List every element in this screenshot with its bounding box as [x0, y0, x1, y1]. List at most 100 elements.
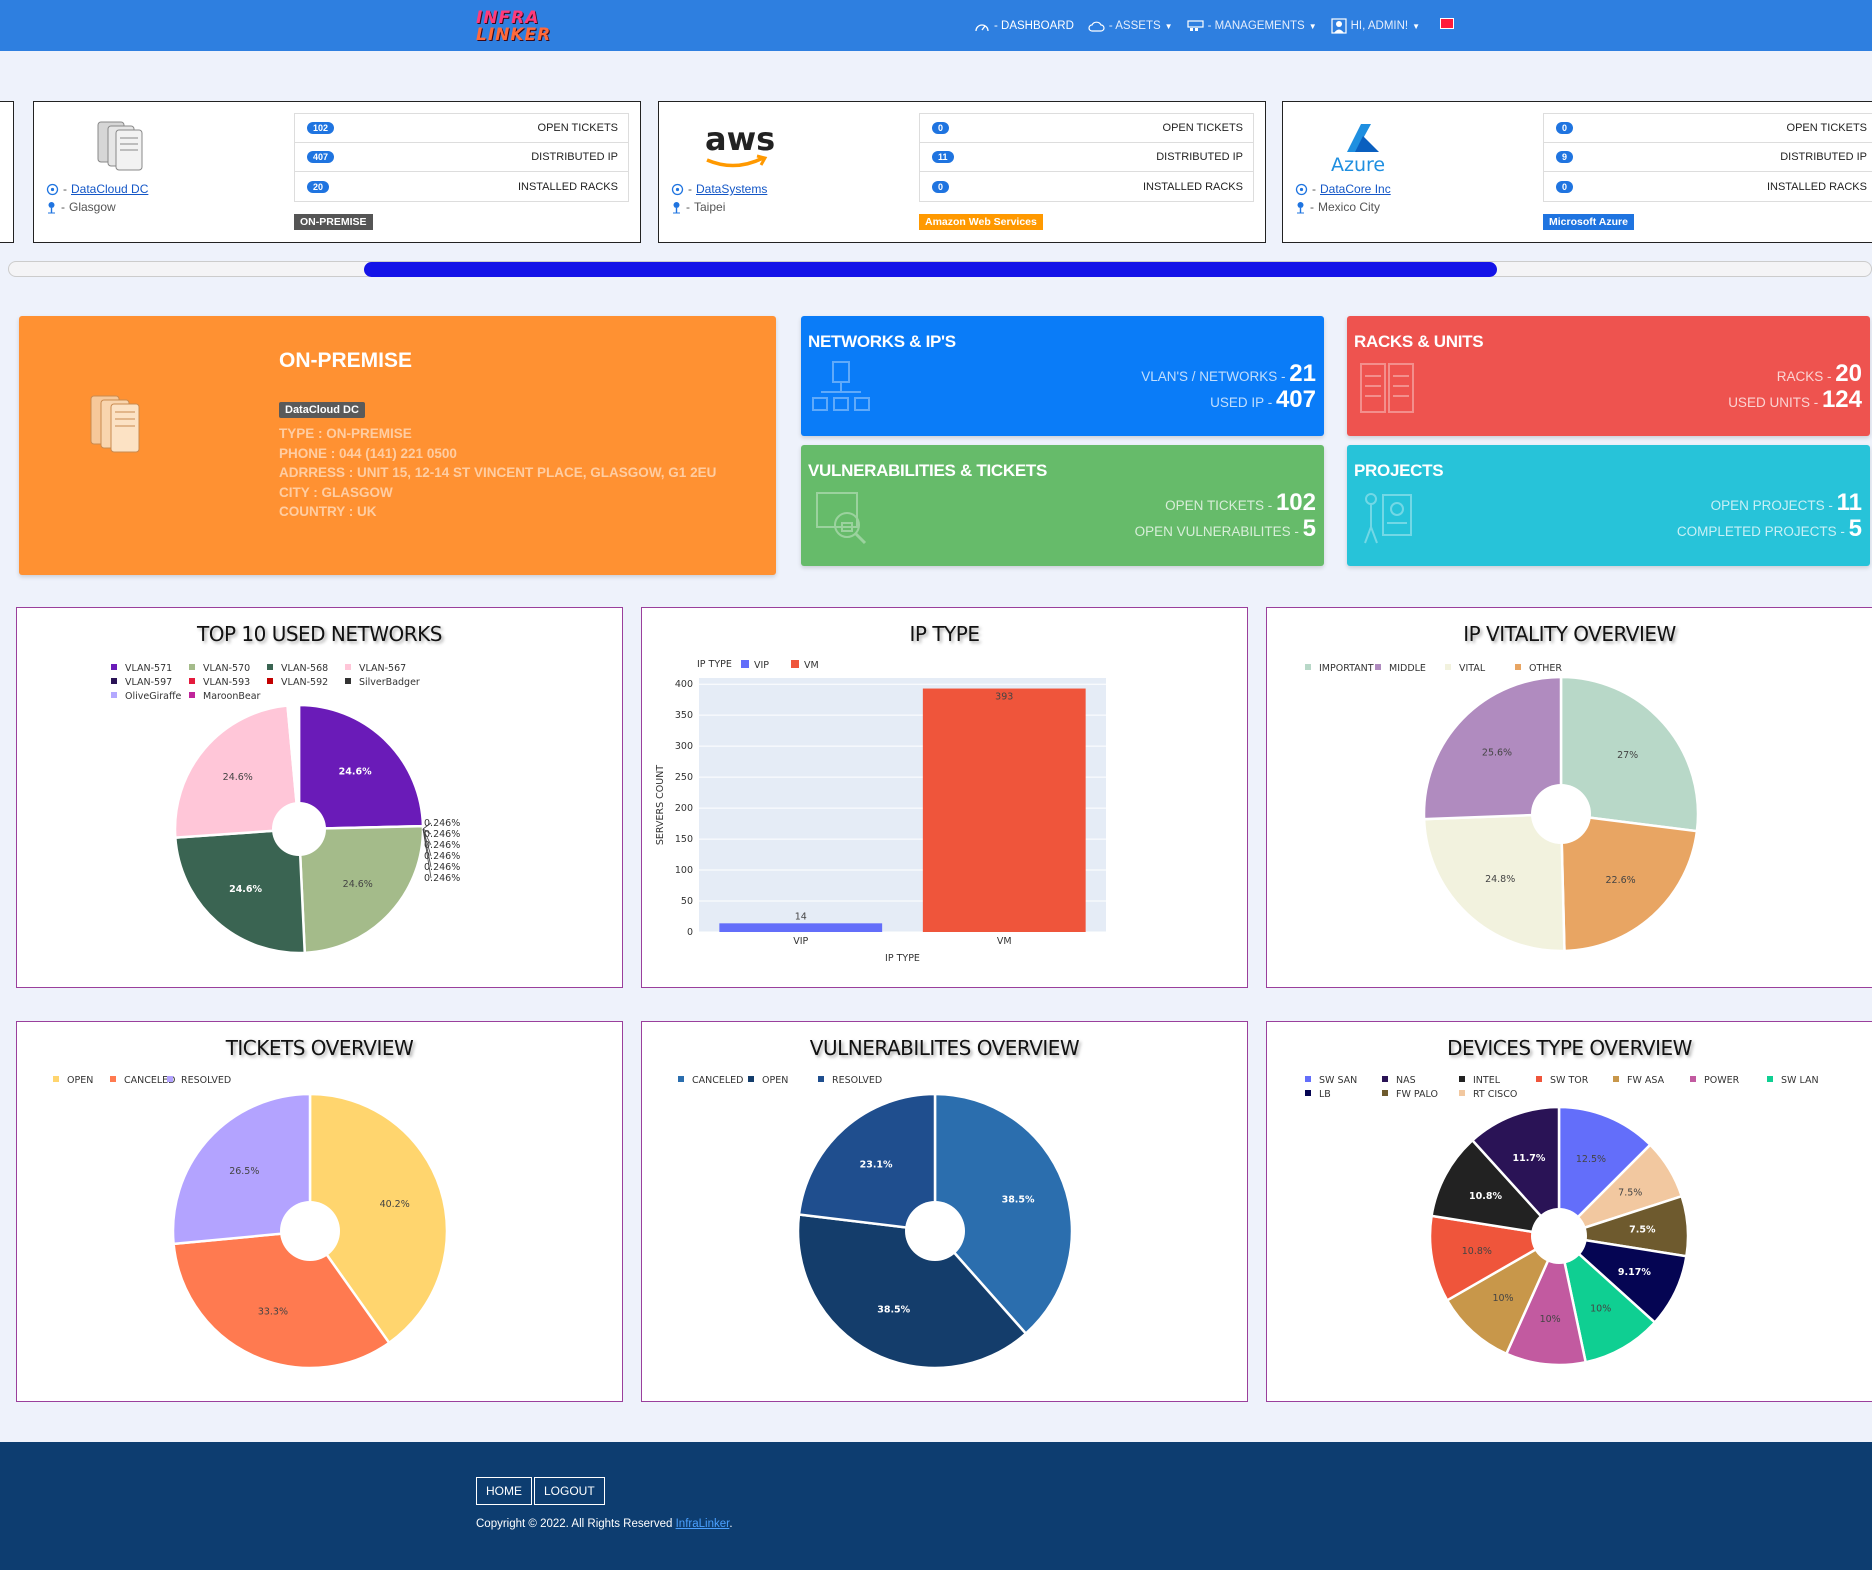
legend-item[interactable]: VLAN-571 [111, 663, 172, 674]
stat-installed-racks: 0 INSTALLED RACKS [920, 172, 1253, 201]
datacenter-stats: 102 OPEN TICKETS 407 DISTRIBUTED IP 20 INST… [294, 113, 629, 202]
tickets-pie-chart[interactable]: OPEN CANCELED RESOLVED 40.2% 33.3% 26.5% [17, 1022, 624, 1403]
iptype-bar-chart[interactable]: IP TYPE VIP VM 0 50 100 150 200 250 300 350 400 14 VI… [642, 608, 1249, 989]
legend-item[interactable]: VM [791, 660, 819, 671]
legend-item[interactable]: OTHER [1515, 663, 1562, 674]
legend-item[interactable]: FW PALO [1382, 1089, 1438, 1100]
stat-open-tickets: 102 OPEN TICKETS [295, 114, 628, 143]
legend-item[interactable]: MaroonBear [189, 691, 261, 702]
datacenter-carousel[interactable]: - DataCloud DC - Glasgow 102 OPEN TICKETS… [0, 101, 1872, 243]
legend-item[interactable]: VLAN-568 [267, 663, 328, 674]
slice-value-label: 25.6% [1482, 747, 1512, 758]
pie-slice[interactable] [1559, 812, 1699, 953]
legend-item[interactable]: OPEN [53, 1075, 93, 1086]
bar[interactable] [719, 923, 883, 932]
pie-slice[interactable] [797, 1092, 937, 1233]
datacenter-name-link[interactable]: DataCloud DC [71, 182, 149, 196]
pie-slice[interactable] [796, 1213, 1028, 1370]
legend-item[interactable]: VLAN-570 [189, 663, 250, 674]
legend-item[interactable]: LB [1305, 1089, 1331, 1100]
legend-item[interactable]: OliveGiraffe [111, 691, 181, 702]
legend-item[interactable]: CANCELED [110, 1075, 176, 1086]
brand-link[interactable]: InfraLinker [675, 1518, 730, 1530]
pie-slice[interactable] [1504, 1231, 1588, 1367]
carousel-scrollbar-thumb[interactable] [364, 262, 1497, 277]
logout-button[interactable]: LOGOUT [534, 1477, 605, 1505]
pie-slice[interactable] [1422, 675, 1563, 821]
vitality-pie-chart[interactable]: IMPORTANT MIDDLE VITAL OTHER 27% 22.6% 24.8% 25… [1267, 608, 1872, 989]
home-button[interactable]: HOME [476, 1477, 532, 1505]
legend-item[interactable]: RT CISCO [1459, 1089, 1517, 1100]
stat-distributed-ip: 407 DISTRIBUTED IP [295, 143, 628, 172]
nav-managements[interactable]: - MANAGEMENTS ▼ [1186, 20, 1317, 32]
legend-swatch [1305, 664, 1311, 670]
legend-item[interactable]: SW TOR [1536, 1075, 1589, 1086]
vulnerabilities-tile[interactable]: VULNERABILITIES & TICKETS OPEN TICKETS -… [801, 445, 1324, 566]
legend-item[interactable]: NAS [1382, 1075, 1416, 1086]
vulns-pie-chart[interactable]: CANCELED OPEN RESOLVED 38.5% 38.5% 23.1% [642, 1022, 1249, 1403]
pie-slice[interactable] [1556, 1232, 1657, 1364]
pie-slice[interactable] [933, 1092, 1074, 1336]
pie-slice[interactable] [297, 703, 425, 831]
networks-pie-chart[interactable]: VLAN-571 VLAN-570 VLAN-568 VLAN-567 VLAN-597… [17, 608, 624, 989]
onprem-info-tile: ON-PREMISE DataCloud DC TYPE : ON-PREMIS… [19, 316, 776, 575]
nav-dashboard[interactable]: - DASHBOARD [974, 20, 1074, 32]
bar[interactable] [922, 688, 1086, 932]
slice-value-label: 24.6% [343, 879, 373, 890]
nav-assets[interactable]: - ASSETS ▼ [1088, 20, 1173, 32]
legend-item[interactable]: INTEL [1459, 1075, 1501, 1086]
pie-slice[interactable] [308, 1092, 449, 1345]
datacenter-name-row: - DataSystems [671, 182, 767, 196]
pie-slice[interactable] [171, 1092, 312, 1246]
pie-slice[interactable] [1422, 812, 1566, 953]
legend-label: OPEN [762, 1075, 788, 1086]
legend-item[interactable]: SW LAN [1767, 1075, 1819, 1086]
infralinker-logo[interactable]: INFRA LINKER [474, 7, 586, 45]
tile-stats: RACKS - 20 USED UNITS - 124 [1728, 362, 1862, 414]
pie-slice[interactable] [1470, 1105, 1561, 1240]
chevron-down-icon: ▼ [1308, 21, 1317, 31]
legend-item[interactable]: IMPORTANT [1305, 663, 1374, 674]
count-badge: 9 [1556, 151, 1574, 163]
legend-item[interactable]: MIDDLE [1375, 663, 1426, 674]
pie-slice[interactable] [172, 1229, 391, 1370]
pie-slice[interactable] [173, 827, 307, 955]
datacenter-name-link[interactable]: DataCore Inc [1320, 182, 1391, 196]
legend-item[interactable]: SW SAN [1305, 1075, 1357, 1086]
pie-slice[interactable] [295, 703, 301, 830]
pie-slice[interactable] [1557, 1105, 1653, 1240]
language-flag-icon[interactable] [1440, 17, 1455, 29]
legend-item[interactable]: VLAN-597 [111, 677, 172, 688]
legend-item[interactable]: SilverBadger [345, 677, 420, 688]
projects-tile[interactable]: PROJECTS OPEN PROJECTS - 11 COMPLETED PR… [1347, 445, 1870, 566]
legend-item[interactable]: VLAN-593 [189, 677, 250, 688]
legend-item[interactable]: RESOLVED [818, 1075, 882, 1086]
pie-slice[interactable] [1559, 675, 1700, 833]
legend-item[interactable]: RESOLVED [167, 1075, 231, 1086]
racks-tile[interactable]: RACKS & UNITS RACKS - 20 USED UNITS - 12… [1347, 316, 1870, 436]
legend-label: SW SAN [1319, 1075, 1357, 1086]
legend-item[interactable]: VLAN-592 [267, 677, 328, 688]
pie-slice[interactable] [1445, 1232, 1562, 1356]
pie-slice[interactable] [1428, 1214, 1563, 1303]
pie-slice[interactable] [297, 824, 425, 955]
datacenter-card[interactable]: aws - DataSystems - Taipei 0 OPEN TICKETS… [658, 101, 1266, 243]
locate-icon [671, 183, 684, 195]
legend-item[interactable]: FW ASA [1613, 1075, 1665, 1086]
legend-item[interactable]: OPEN [748, 1075, 788, 1086]
nav-user[interactable]: HI, ADMIN! ▼ [1331, 18, 1420, 34]
legend-item[interactable]: CANCELED [678, 1075, 744, 1086]
datacenter-card[interactable]: - DataCloud DC - Glasgow 102 OPEN TICKETS… [33, 101, 641, 243]
legend-item[interactable]: POWER [1690, 1075, 1740, 1086]
networks-tile[interactable]: NETWORKS & IP'S VLAN'S / NETWORKS - 21 U… [801, 316, 1324, 436]
devices-pie-chart[interactable]: SW SAN NAS INTEL SW TOR FW ASA POWER SW LAN LB F… [1267, 1022, 1872, 1403]
datacenter-name-link[interactable]: DataSystems [696, 182, 768, 196]
pie-slice[interactable] [173, 704, 301, 839]
datacenter-card[interactable]: Azure - DataCore Inc - Mexico City 0 OPEN… [1282, 101, 1872, 243]
legend-label: VLAN-567 [359, 663, 406, 674]
legend-item[interactable]: VITAL [1445, 663, 1486, 674]
pie-slice[interactable] [1430, 1138, 1563, 1238]
legend-item[interactable]: VIP [741, 660, 769, 671]
legend-item[interactable]: VLAN-567 [345, 663, 406, 674]
legend-swatch [678, 1076, 684, 1082]
